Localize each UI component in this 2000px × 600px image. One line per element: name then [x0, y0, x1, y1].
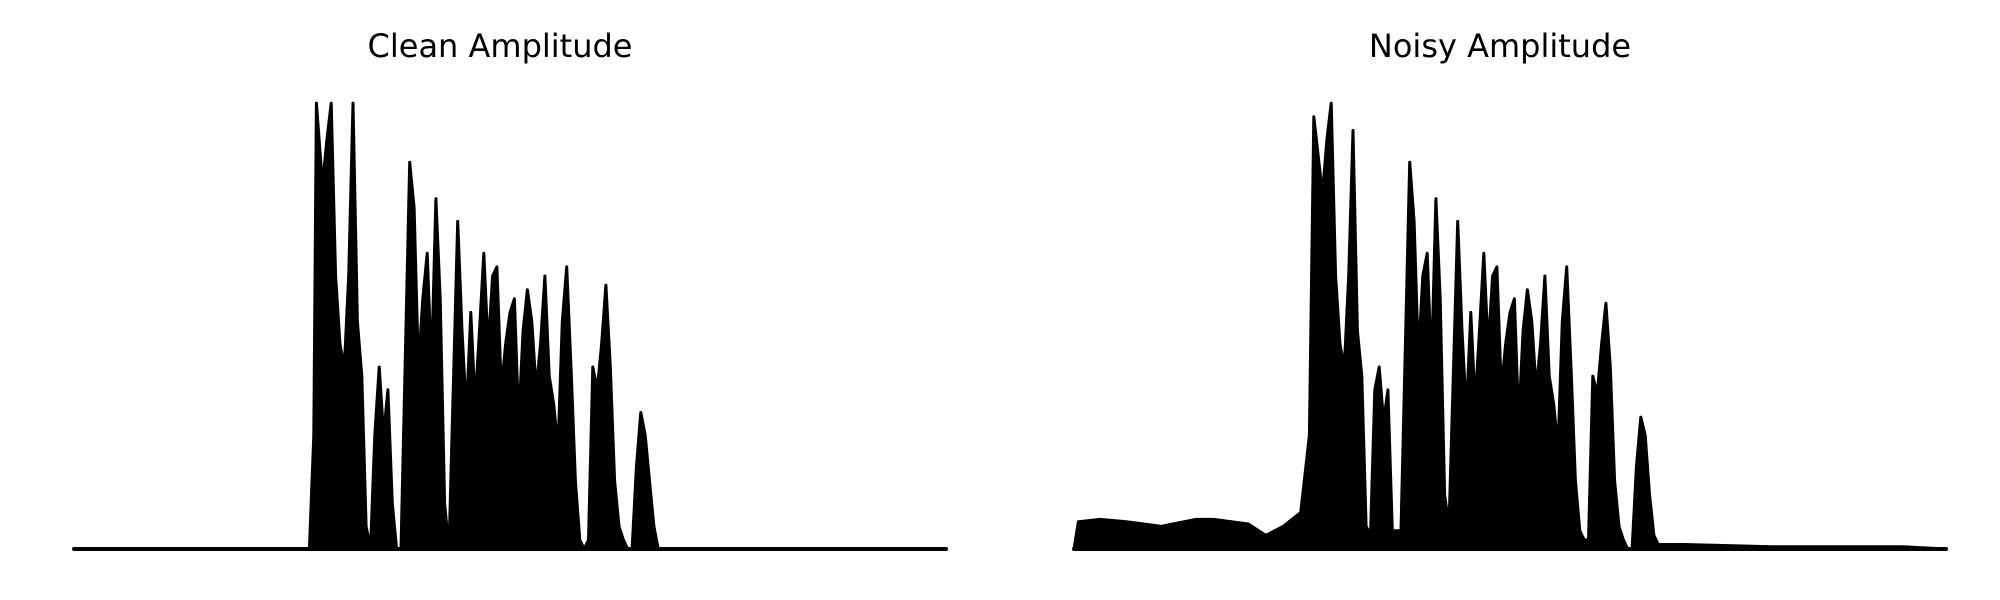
noisy-amplitude-panel: Noisy Amplitude [1000, 0, 2000, 600]
chart-title-clean: Clean Amplitude [367, 27, 633, 65]
amplitude-envelope [1072, 101, 1948, 551]
clean-amplitude-panel: Clean Amplitude [72, 27, 948, 551]
chart-title-noisy: Noisy Amplitude [1368, 27, 1632, 65]
noisy-amplitude-plot [1072, 101, 1948, 551]
clean-amplitude-plot [72, 101, 948, 551]
amplitude-envelope [72, 101, 948, 551]
